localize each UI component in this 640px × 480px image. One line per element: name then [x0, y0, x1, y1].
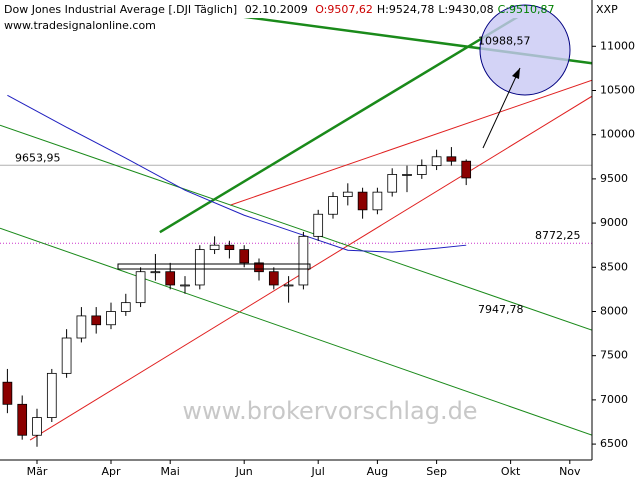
x-tick-label: Okt [501, 465, 521, 478]
candle-body [224, 244, 235, 251]
trendline [29, 95, 592, 441]
candle-body [416, 165, 427, 175]
x-tick-label: Jun [235, 465, 253, 478]
annotation: 10988,57 [478, 34, 531, 47]
candle-body [165, 271, 176, 286]
candle-body [313, 213, 324, 237]
trendline [0, 227, 592, 436]
level-label: 9653,95 [15, 151, 61, 164]
watermark: www.brokervorschlag.de [182, 397, 477, 425]
candle-body [150, 271, 161, 274]
y-tick-label: 7500 [600, 349, 628, 362]
candle-body [387, 174, 398, 193]
candle-body [461, 160, 472, 179]
ohlc: O:9507,62 H:9524,78 L:9430,08 C:9510,87 [315, 3, 554, 16]
candle-body [357, 191, 368, 211]
arrow [482, 67, 521, 149]
candle-body [135, 271, 146, 304]
candle-body [180, 284, 190, 287]
arrow-head [512, 68, 520, 79]
candle-body [431, 156, 442, 167]
candle-body [106, 311, 116, 326]
candle-body [120, 302, 131, 312]
x-tick-label: Jul [311, 465, 325, 478]
ohlc-value: H:9524,78 [377, 3, 434, 16]
candle-body [402, 174, 412, 176]
candle-body [328, 196, 338, 215]
candle-body [194, 249, 205, 286]
candle-body [2, 381, 13, 405]
y-tick-label: 10000 [600, 128, 635, 141]
candle-body [446, 156, 457, 162]
y-tick-label: 7000 [600, 393, 628, 406]
candle-body [46, 372, 57, 418]
x-tick-label: Mär [27, 465, 48, 478]
x-tick-label: Apr [101, 465, 121, 478]
ohlc-value: O:9507,62 [315, 3, 373, 16]
candle-body [268, 271, 279, 286]
candle-body [372, 191, 383, 211]
plot-area [0, 18, 592, 447]
range-box [117, 263, 311, 270]
candle-body [17, 403, 28, 436]
candle-body [209, 244, 220, 251]
candle-body [32, 417, 42, 436]
candle-body [239, 249, 250, 264]
source: www.tradesignalonline.com [4, 19, 156, 32]
candle-body [342, 191, 353, 197]
candle-body [61, 337, 72, 374]
chart-title: Dow Jones Industrial Average [.DJI Tägli… [4, 3, 237, 16]
candle-body [283, 284, 294, 287]
y-tick-label: 8500 [600, 260, 628, 273]
trendline [0, 124, 592, 331]
y-tick-label: 9500 [600, 172, 628, 185]
trendline [229, 79, 592, 206]
x-tick-label: Sep [426, 465, 447, 478]
date: 02.10.2009 [245, 3, 308, 16]
level-label: 8772,25 [535, 229, 581, 242]
ohlc-value: C:9510,87 [498, 3, 555, 16]
moving-average [7, 94, 467, 253]
x-tick-label: Nov [559, 465, 581, 478]
axis-label: XXP [596, 3, 618, 16]
y-tick-label: 11000 [600, 39, 635, 52]
trendline [159, 18, 519, 234]
x-tick-label: Mai [161, 465, 180, 478]
y-tick-label: 9000 [600, 216, 628, 229]
x-tick-label: Aug [367, 465, 388, 478]
y-tick-label: 8000 [600, 304, 628, 317]
y-tick-label: 6500 [600, 437, 628, 450]
header: Dow Jones Industrial Average [.DJI Tägli… [4, 3, 555, 16]
highlight-circle [479, 4, 571, 96]
candle-body [91, 315, 102, 326]
ohlc-value: L:9430,08 [438, 3, 493, 16]
candle-body [298, 235, 309, 286]
y-tick-label: 10500 [600, 83, 635, 96]
candle-body [76, 315, 87, 339]
annotation: 7947,78 [478, 303, 524, 316]
candle-body [254, 262, 264, 273]
